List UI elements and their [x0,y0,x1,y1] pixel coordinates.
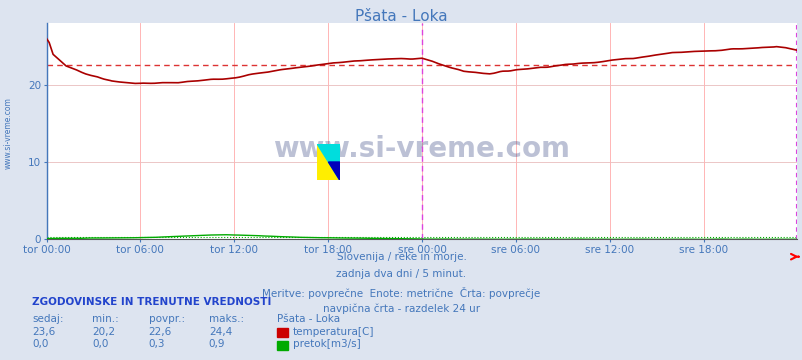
Text: www.si-vreme.com: www.si-vreme.com [273,135,569,163]
Text: min.:: min.: [92,314,119,324]
Text: ZGODOVINSKE IN TRENUTNE VREDNOSTI: ZGODOVINSKE IN TRENUTNE VREDNOSTI [32,297,271,307]
Text: Pšata - Loka: Pšata - Loka [277,314,340,324]
Text: 0,0: 0,0 [92,339,108,349]
Polygon shape [328,162,339,180]
Text: 23,6: 23,6 [32,327,55,337]
Text: maks.:: maks.: [209,314,244,324]
Text: 20,2: 20,2 [92,327,115,337]
Text: povpr.:: povpr.: [148,314,184,324]
Text: sedaj:: sedaj: [32,314,63,324]
Text: Slovenija / reke in morje.: Slovenija / reke in morje. [336,252,466,262]
Text: Pšata - Loka: Pšata - Loka [354,9,448,24]
Text: 0,9: 0,9 [209,339,225,349]
Text: 0,0: 0,0 [32,339,48,349]
Text: 24,4: 24,4 [209,327,232,337]
Polygon shape [317,144,339,180]
Text: 22,6: 22,6 [148,327,172,337]
Text: temperatura[C]: temperatura[C] [293,327,374,337]
Text: www.si-vreme.com: www.si-vreme.com [3,97,13,169]
Text: pretok[m3/s]: pretok[m3/s] [293,339,360,349]
Text: navpična črta - razdelek 24 ur: navpična črta - razdelek 24 ur [322,304,480,314]
Polygon shape [317,144,339,180]
Text: 0,3: 0,3 [148,339,165,349]
Text: zadnja dva dni / 5 minut.: zadnja dva dni / 5 minut. [336,269,466,279]
Text: Meritve: povprečne  Enote: metrične  Črta: povprečje: Meritve: povprečne Enote: metrične Črta:… [262,287,540,298]
